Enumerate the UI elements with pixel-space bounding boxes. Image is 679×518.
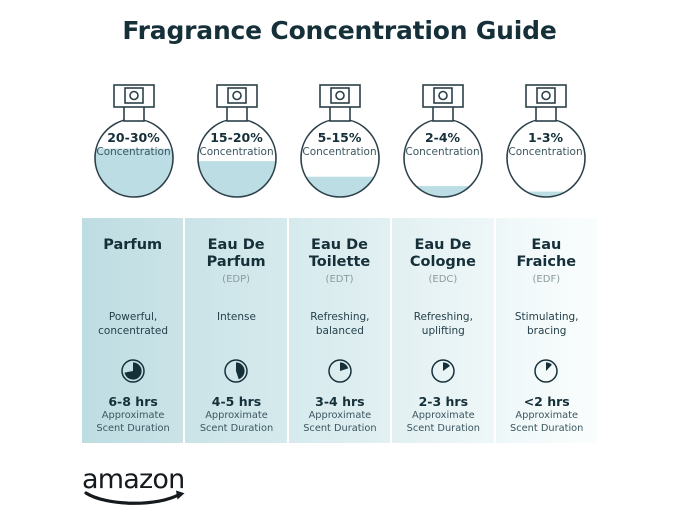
- card-abbreviation: (EDT): [325, 274, 354, 285]
- bottle-liquid: [197, 161, 276, 197]
- amazon-logo: amazon: [82, 466, 202, 506]
- bottle-liquid: [300, 176, 379, 197]
- bottle-liquid: [403, 186, 482, 197]
- duration-line-1: Approximate: [205, 410, 268, 421]
- card-description: Powerful, concentrated: [98, 311, 169, 337]
- card-duration-label: Approximate Scent Duration: [185, 410, 287, 435]
- card-duration-hours: <2 hrs: [523, 394, 570, 409]
- bottle-4: 2-4% Concentration: [391, 80, 494, 208]
- card-duration-label: Approximate Scent Duration: [496, 410, 598, 435]
- duration-line-1: Approximate: [515, 410, 579, 421]
- clock-icon: [120, 359, 145, 383]
- duration-line-2: Scent Duration: [96, 422, 170, 434]
- card-title: Eau De Cologne: [409, 237, 476, 270]
- card-duration-label: Approximate Scent Duration: [82, 410, 184, 435]
- clock-icon: [224, 359, 248, 383]
- card-abbreviation: (EDP): [222, 274, 251, 285]
- card-description: Refreshing, balanced: [310, 311, 370, 337]
- card-duration-label: Approximate Scent Duration: [289, 410, 391, 435]
- bottle-icon: [299, 84, 380, 198]
- fragrance-card-2[interactable]: Eau De Parfum (EDP) Intense 4-5 hrs Approxim…: [185, 218, 287, 443]
- bottle-3: 5-15% Concentration: [288, 80, 391, 208]
- clock-icon: [327, 359, 352, 383]
- amazon-wordmark: amazon: [82, 464, 185, 495]
- duration-line-1: Approximate: [308, 410, 372, 421]
- clock-icon: [431, 359, 455, 383]
- duration-line-2: Scent Duration: [199, 422, 274, 434]
- bottle-2: 15-20% Concentration: [185, 80, 288, 208]
- page-title: Fragrance Concentration Guide: [122, 16, 557, 45]
- card-description: Refreshing, uplifting: [413, 311, 473, 337]
- card-description: Intense: [217, 311, 256, 323]
- bottle-1: 20-30% Concentration: [82, 80, 185, 208]
- bottle-row: 20-30% Concentration 15-20% Concentration 5-…: [82, 80, 597, 208]
- card-title: Eau Fraiche: [516, 237, 577, 270]
- clock-wedge: [546, 362, 553, 371]
- clock-wedge: [124, 362, 142, 380]
- card-duration-hours: 6-8 hrs: [108, 394, 158, 409]
- duration-line-1: Approximate: [412, 410, 475, 421]
- fragrance-card-3[interactable]: Eau De Toilette (EDT) Refreshing, balanced…: [288, 218, 391, 443]
- duration-line-2: Scent Duration: [406, 422, 480, 434]
- fragrance-cards-panel: Parfum Powerful, concentrated 6-8 hrs Appro…: [82, 218, 598, 443]
- card-duration-hours: 2-3 hrs: [418, 394, 469, 409]
- card-duration-hours: 3-4 hrs: [315, 394, 365, 409]
- clock-wedge: [236, 362, 245, 380]
- fragrance-card-4[interactable]: Eau De Cologne (EDC) Refreshing, uplifting…: [392, 218, 494, 443]
- duration-line-1: Approximate: [101, 410, 165, 421]
- bottle-5: 1-3% Concentration: [494, 80, 597, 208]
- fragrance-card-5[interactable]: Eau Fraiche (EDF) Stimulating, bracing <2 h…: [495, 218, 598, 443]
- clock-wedge: [442, 362, 450, 371]
- duration-line-2: Scent Duration: [303, 422, 377, 434]
- bottle-liquid: [94, 148, 173, 197]
- card-title: Eau De Toilette: [308, 237, 371, 270]
- card-description: Stimulating, bracing: [514, 311, 579, 337]
- card-duration-hours: 4-5 hrs: [211, 394, 262, 409]
- card-abbreviation: (EDF): [532, 274, 561, 285]
- bottle-icon: [196, 84, 277, 198]
- bottle-icon: [402, 84, 483, 198]
- amazon-smile-icon: [84, 490, 185, 505]
- clock-wedge: [339, 362, 348, 371]
- card-title: Eau De Parfum: [206, 237, 266, 270]
- duration-line-2: Scent Duration: [510, 422, 584, 434]
- fragrance-card-1[interactable]: Parfum Powerful, concentrated 6-8 hrs Appro…: [82, 218, 184, 443]
- bottle-icon: [505, 84, 586, 198]
- card-abbreviation: (EDC): [428, 274, 458, 285]
- bottle-liquid: [506, 191, 585, 197]
- bottle-icon: [93, 84, 174, 198]
- clock-icon: [534, 359, 559, 383]
- card-duration-label: Approximate Scent Duration: [392, 410, 494, 435]
- card-title: Parfum: [103, 237, 163, 253]
